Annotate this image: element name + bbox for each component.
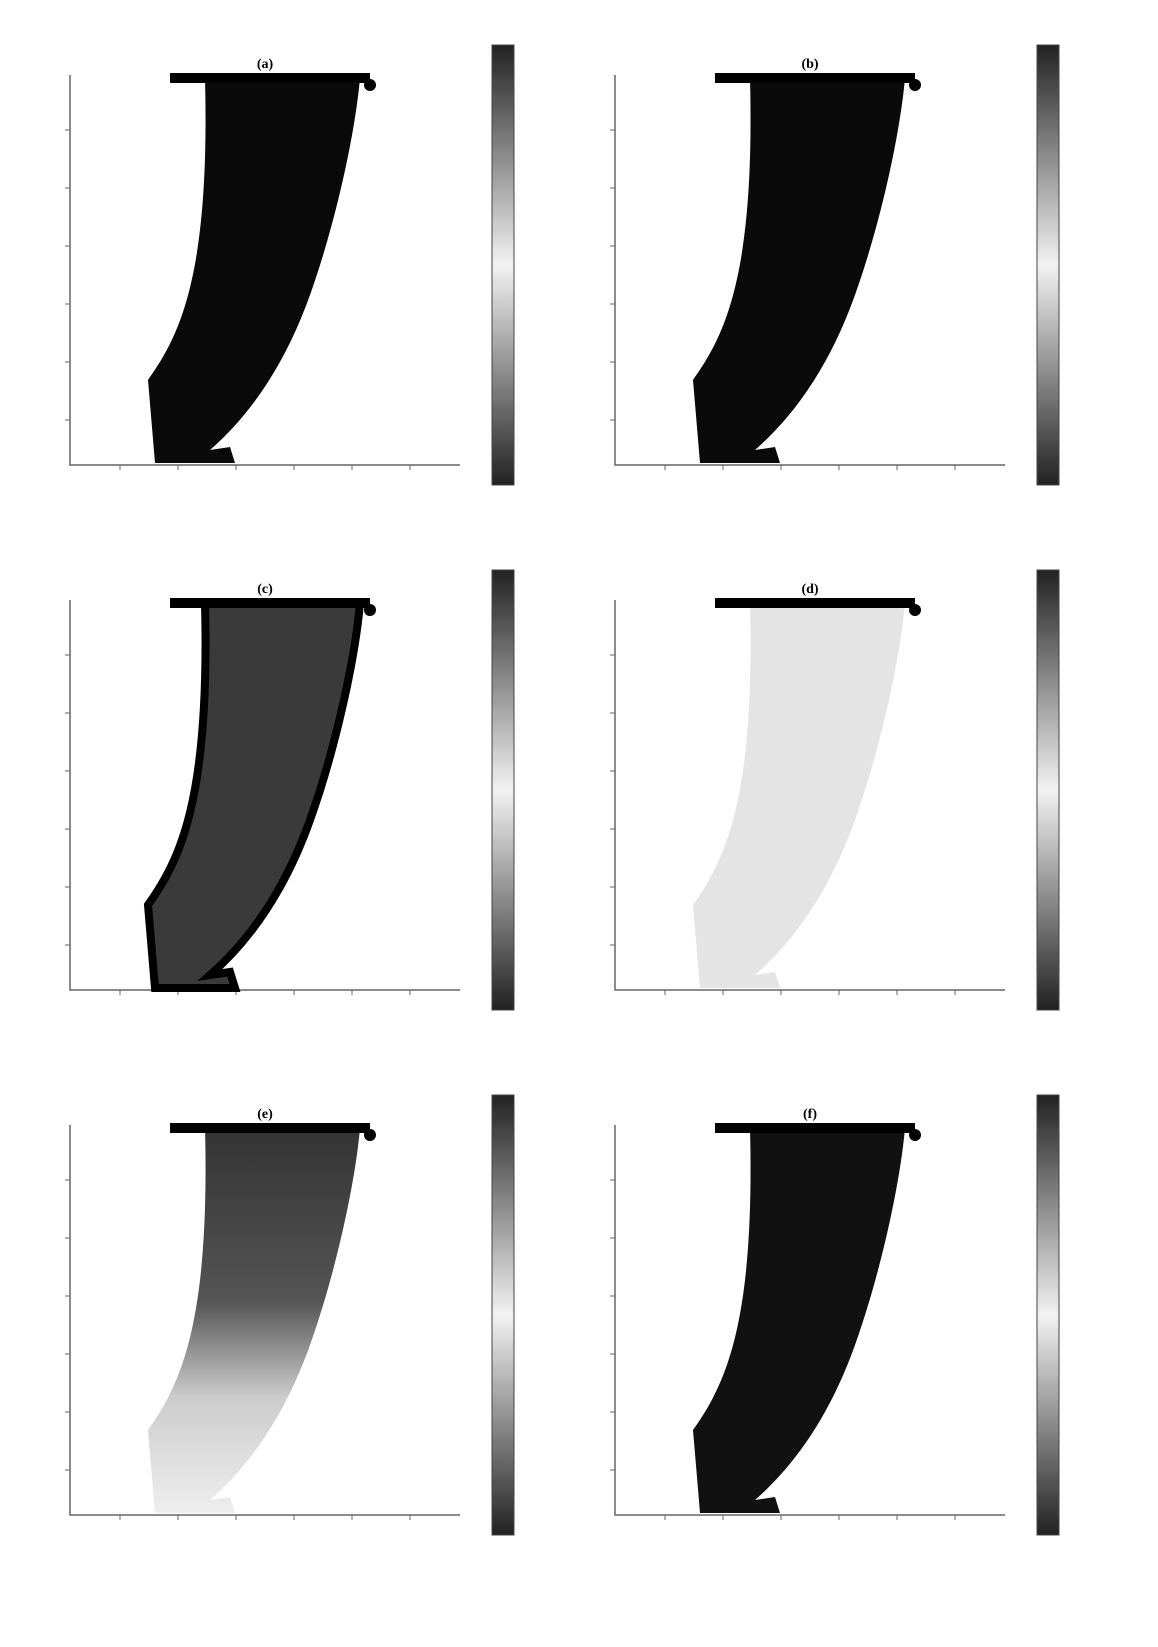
axis-line xyxy=(614,600,1005,991)
panel-title: (a) xyxy=(257,57,274,72)
colorbar xyxy=(1036,44,1060,486)
panel: (d) xyxy=(610,569,1060,1011)
panel-title: (f) xyxy=(803,1107,817,1122)
panel: (e) xyxy=(65,1094,515,1536)
panel: (f) xyxy=(610,1094,1060,1536)
field xyxy=(148,78,360,463)
field xyxy=(693,603,905,988)
field xyxy=(693,78,905,463)
panel: (c) xyxy=(65,569,515,1011)
top-band xyxy=(715,598,915,608)
top-band xyxy=(715,73,915,83)
panel: (a) xyxy=(65,44,515,486)
axis-line xyxy=(69,1125,460,1516)
panel-title: (d) xyxy=(801,582,818,597)
colorbar xyxy=(491,569,515,1011)
top-band xyxy=(715,1123,915,1133)
marker xyxy=(909,1129,921,1141)
colorbar xyxy=(491,1094,515,1536)
top-band xyxy=(170,73,370,83)
panel-title: (c) xyxy=(257,582,273,597)
marker xyxy=(364,1129,376,1141)
colorbar xyxy=(1036,1094,1060,1536)
axis-line xyxy=(614,75,1005,466)
axis-line xyxy=(69,75,460,466)
marker xyxy=(909,604,921,616)
marker xyxy=(364,604,376,616)
top-band xyxy=(170,1123,370,1133)
field xyxy=(693,1128,905,1513)
panel-title: (b) xyxy=(801,57,818,72)
panel-title: (e) xyxy=(257,1107,273,1122)
colorbar xyxy=(491,44,515,486)
colorbar xyxy=(1036,569,1060,1011)
axis-line xyxy=(69,600,460,991)
marker xyxy=(364,79,376,91)
top-band xyxy=(170,598,370,608)
panel: (b) xyxy=(610,44,1060,486)
field xyxy=(143,599,365,992)
field xyxy=(148,1128,360,1513)
marker xyxy=(909,79,921,91)
axis-line xyxy=(614,1125,1005,1516)
